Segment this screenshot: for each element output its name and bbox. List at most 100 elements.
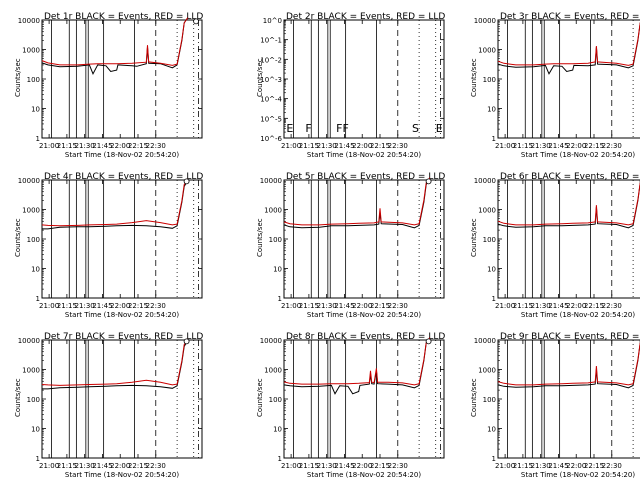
y-tick-label: 10^-5 [260, 115, 282, 123]
x-tick-label: 22:30 [388, 142, 408, 150]
y-tick-label: 10 [487, 106, 496, 114]
series-events [497, 22, 640, 75]
plot-frame [283, 19, 445, 139]
y-axis-label: Counts/sec [14, 378, 22, 417]
x-tick-label: 21:15 [57, 302, 77, 310]
x-tick-label: 21:15 [299, 302, 319, 310]
y-tick-label: 10^-1 [260, 37, 282, 45]
x-tick-label: 22:30 [146, 142, 166, 150]
y-tick-label: 100 [27, 396, 40, 404]
panel-title: Det 9r BLACK = Events, RED = LLD [500, 332, 640, 342]
y-axis-label: Counts/sec [470, 378, 478, 417]
x-axis-label: Start Time (18-Nov-02 20:54:20) [521, 311, 635, 319]
x-tick-label: 21:45 [92, 302, 112, 310]
x-tick-label: 22:15 [128, 302, 148, 310]
series-events [41, 17, 189, 75]
x-tick-label: 22:00 [566, 462, 586, 470]
panel-title: Det 1r BLACK = Events, RED = LLD [44, 12, 203, 22]
x-tick-label: 22:15 [584, 302, 604, 310]
panel-6: Det 6r BLACK = Events, RED = LLD Counts/s… [470, 172, 640, 319]
plot-frame [41, 19, 203, 139]
y-axis-label: Counts/sec [256, 378, 264, 417]
y-axis-label: Counts/sec [14, 218, 22, 257]
y-tick-label: 10000 [260, 177, 282, 185]
annotation-letter: FF [336, 122, 349, 135]
y-tick-label: 100 [27, 76, 40, 84]
y-tick-label: 1 [278, 295, 282, 303]
y-tick-label: 10^0 [263, 17, 282, 25]
y-tick-label: 100 [27, 236, 40, 244]
y-tick-label: 1000 [478, 207, 496, 215]
y-axis-label: Counts/sec [470, 218, 478, 257]
y-tick-label: 1000 [264, 367, 282, 375]
x-tick-label: 22:00 [566, 142, 586, 150]
annotation-letter: S [412, 122, 419, 135]
x-tick-label: 21:00 [39, 142, 59, 150]
x-tick-label: 21:15 [513, 302, 533, 310]
x-tick-label: 22:30 [602, 142, 622, 150]
x-tick-label: 21:45 [92, 462, 112, 470]
y-axis-label: Counts/sec [256, 58, 264, 97]
series-events [42, 339, 189, 390]
y-tick-label: 10^-6 [260, 135, 282, 143]
plot-frame [497, 19, 640, 139]
x-axis-label: Start Time (18-Nov-02 20:54:20) [65, 311, 179, 319]
x-tick-label: 21:00 [281, 302, 301, 310]
x-tick-label: 22:15 [584, 142, 604, 150]
x-tick-label: 22:00 [110, 302, 130, 310]
panel-2: Det 2r BLACK = Events, RED = LLD Counts/s… [256, 12, 445, 159]
panel-8: Det 8r BLACK = Events, RED = LLD Counts/s… [256, 332, 445, 479]
y-tick-label: 1000 [22, 47, 40, 55]
y-tick-label: 10 [487, 426, 496, 434]
x-tick-label: 21:30 [75, 142, 95, 150]
x-tick-label: 21:30 [531, 462, 551, 470]
x-tick-label: 22:15 [128, 462, 148, 470]
y-tick-label: 10^-4 [260, 96, 282, 104]
x-axis-label: Start Time (18-Nov-02 20:54:20) [521, 471, 635, 479]
series-events [283, 337, 431, 395]
x-tick-label: 22:15 [584, 462, 604, 470]
plot-frame [41, 179, 203, 299]
y-tick-label: 1 [36, 295, 40, 303]
series-events [283, 178, 431, 229]
x-tick-label: 22:00 [110, 142, 130, 150]
y-tick-label: 1 [492, 295, 496, 303]
annotation-letter: E [286, 122, 293, 135]
panel-9: Det 9r BLACK = Events, RED = LLD Counts/s… [470, 332, 640, 479]
y-axis-label: Counts/sec [14, 58, 22, 97]
y-tick-label: 10 [31, 426, 40, 434]
x-tick-label: 21:15 [57, 462, 77, 470]
x-tick-label: 21:45 [548, 302, 568, 310]
x-tick-label: 22:30 [602, 462, 622, 470]
plot-frame [283, 179, 445, 299]
data-point-mark [183, 178, 190, 185]
x-tick-label: 21:30 [75, 302, 95, 310]
y-tick-label: 1 [492, 455, 496, 463]
y-axis-label: Counts/sec [256, 218, 264, 257]
x-tick-label: 21:00 [39, 462, 59, 470]
y-tick-label: 1000 [22, 207, 40, 215]
annotation-letter: E [436, 122, 443, 135]
y-tick-label: 10 [273, 426, 282, 434]
x-tick-label: 21:15 [513, 142, 533, 150]
series-lld [497, 342, 640, 386]
series-events [497, 182, 640, 229]
panel-5: Det 5r BLACK = Events, RED = LLD Counts/s… [256, 172, 445, 319]
y-tick-label: 10000 [474, 177, 496, 185]
x-tick-label: 21:30 [317, 462, 337, 470]
x-tick-label: 21:30 [531, 142, 551, 150]
x-tick-label: 21:00 [281, 462, 301, 470]
panel-title: Det 3r BLACK = Events, RED = LLD [500, 12, 640, 22]
panel-title: Det 5r BLACK = Events, RED = LLD [286, 172, 445, 182]
x-tick-label: 21:30 [75, 462, 95, 470]
x-tick-label: 21:30 [531, 302, 551, 310]
x-tick-label: 22:30 [388, 462, 408, 470]
x-tick-label: 21:45 [548, 142, 568, 150]
x-tick-label: 21:45 [334, 462, 354, 470]
x-tick-label: 21:15 [513, 462, 533, 470]
x-tick-label: 22:30 [146, 462, 166, 470]
series-lld [41, 17, 189, 66]
data-point-mark [425, 178, 432, 185]
data-point-mark [183, 338, 190, 345]
y-tick-label: 100 [483, 396, 496, 404]
